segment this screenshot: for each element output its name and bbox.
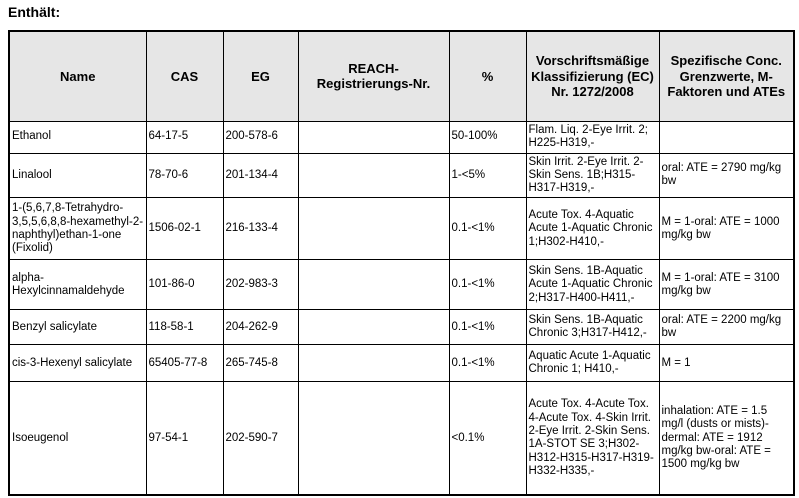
column-header-name: Name: [8, 30, 147, 122]
table-row: alpha-Hexylcinnamaldehyde 101-86-0 202-983…: [8, 259, 795, 311]
column-header-pct: %: [448, 30, 527, 122]
cell-reach: [297, 120, 450, 154]
cell-classification: Skin Sens. 1B-Aquatic Acute 1-Aquatic Ch…: [525, 259, 660, 311]
cell-name: Isoeugenol: [8, 381, 147, 496]
table-row: 1-(5,6,7,8-Tetrahydro-3,5,5,6,8,8-hexame…: [8, 197, 795, 261]
table-row: Benzyl salicylate 118-58-1 204-262-9 0.1-<1…: [8, 309, 795, 346]
cell-cas: 97-54-1: [145, 381, 224, 496]
cell-cas: 65405-77-8: [145, 344, 224, 383]
cell-cas: 101-86-0: [145, 259, 224, 311]
cell-classification: Skin Irrit. 2-Eye Irrit. 2-Skin Sens. 1B…: [525, 152, 660, 199]
cell-specific: oral: ATE = 2200 mg/kg bw: [658, 309, 795, 346]
cell-pct: 0.1-<1%: [448, 197, 527, 261]
cell-classification: Skin Sens. 1B-Aquatic Chronic 3;H317-H41…: [525, 309, 660, 346]
cell-pct: 0.1-<1%: [448, 309, 527, 346]
column-header-reach: REACH-Registrierungs-Nr.: [297, 30, 450, 122]
column-header-cas: CAS: [145, 30, 224, 122]
cell-reach: [297, 381, 450, 496]
cell-eg: 204-262-9: [222, 309, 299, 346]
cell-eg: 202-590-7: [222, 381, 299, 496]
cell-classification: Flam. Liq. 2-Eye Irrit. 2; H225-H319,-: [525, 120, 660, 154]
cell-reach: [297, 309, 450, 346]
substances-table: Name CAS EG REACH-Registrierungs-Nr.% Vorsch…: [8, 30, 795, 496]
cell-name: 1-(5,6,7,8-Tetrahydro-3,5,5,6,8,8-hexame…: [8, 197, 147, 261]
table-body: Ethanol 64-17-5 200-578-6 50-100% Flam. Liq.…: [8, 120, 795, 496]
cell-eg: 201-134-4: [222, 152, 299, 199]
column-header-eg: EG: [222, 30, 299, 122]
cell-cas: 78-70-6: [145, 152, 224, 199]
cell-eg: 216-133-4: [222, 197, 299, 261]
cell-specific: M = 1-oral: ATE = 1000 mg/kg bw: [658, 197, 795, 261]
cell-pct: <0.1%: [448, 381, 527, 496]
contains-heading: Enthält:: [8, 4, 61, 20]
cell-classification: Aquatic Acute 1-Aquatic Chronic 1; H410,…: [525, 344, 660, 383]
cell-name: alpha-Hexylcinnamaldehyde: [8, 259, 147, 311]
cell-eg: 202-983-3: [222, 259, 299, 311]
cell-classification: Acute Tox. 4-Acute Tox. 4-Acute Tox. 4-S…: [525, 381, 660, 496]
cell-pct: 0.1-<1%: [448, 259, 527, 311]
cell-specific: [658, 120, 795, 154]
cell-name: cis-3-Hexenyl salicylate: [8, 344, 147, 383]
table-row: Isoeugenol 97-54-1 202-590-7 <0.1% Acute Tox…: [8, 381, 795, 496]
cell-specific: oral: ATE = 2790 mg/kg bw: [658, 152, 795, 199]
cell-classification: Acute Tox. 4-Aquatic Acute 1-Aquatic Chr…: [525, 197, 660, 261]
table-row: cis-3-Hexenyl salicylate 65405-77-8 265-74…: [8, 344, 795, 383]
cell-cas: 64-17-5: [145, 120, 224, 154]
cell-reach: [297, 344, 450, 383]
cell-cas: 1506-02-1: [145, 197, 224, 261]
table-row: Linalool 78-70-6 201-134-4 1-<5% Skin Irrit.…: [8, 152, 795, 199]
cell-name: Ethanol: [8, 120, 147, 154]
cell-reach: [297, 197, 450, 261]
cell-eg: 200-578-6: [222, 120, 299, 154]
column-header-classification: Vorschriftsmäßige Klassifizierung (EC) N…: [525, 30, 660, 122]
cell-name: Benzyl salicylate: [8, 309, 147, 346]
cell-cas: 118-58-1: [145, 309, 224, 346]
column-header-specific: Spezifische Conc. Grenzwerte, M-Faktoren…: [658, 30, 795, 122]
cell-eg: 265-745-8: [222, 344, 299, 383]
cell-specific: M = 1-oral: ATE = 3100 mg/kg bw: [658, 259, 795, 311]
cell-specific: M = 1: [658, 344, 795, 383]
header-row: Name CAS EG REACH-Registrierungs-Nr.% Vorsch…: [8, 30, 795, 122]
cell-reach: [297, 152, 450, 199]
cell-pct: 0.1-<1%: [448, 344, 527, 383]
table-row: Ethanol 64-17-5 200-578-6 50-100% Flam. Liq.…: [8, 120, 795, 154]
cell-pct: 1-<5%: [448, 152, 527, 199]
cell-name: Linalool: [8, 152, 147, 199]
cell-reach: [297, 259, 450, 311]
cell-specific: inhalation: ATE = 1.5 mg/l (dusts or mis…: [658, 381, 795, 496]
cell-pct: 50-100%: [448, 120, 527, 154]
